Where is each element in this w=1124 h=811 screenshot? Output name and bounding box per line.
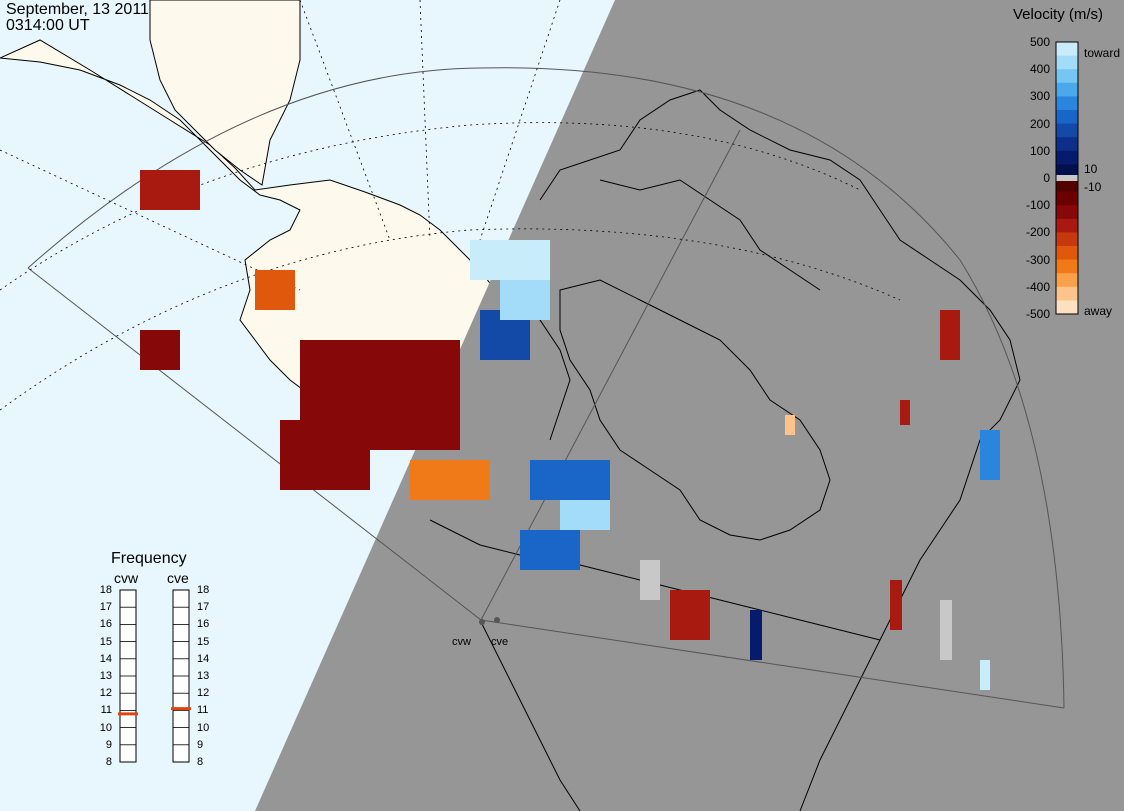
- frequency-tick-right: 17: [197, 601, 210, 614]
- colorbar-tick-label: -300: [1025, 252, 1050, 267]
- date-label: September, 13 2011: [6, 1, 149, 18]
- colorbar-segment: [1056, 137, 1078, 152]
- frequency-tick-left: 16: [99, 618, 112, 631]
- frequency-tick-left: 8: [105, 756, 112, 768]
- colorbar-segment: [1056, 55, 1078, 70]
- frequency-indicator: [118, 589, 191, 763]
- colorbar-segment: [1056, 191, 1078, 206]
- colorbar-tick-label: 400: [1029, 62, 1050, 77]
- frequency-tick-left: 14: [99, 652, 112, 665]
- frequency-tick-right: 12: [197, 687, 210, 700]
- frequency-tick-right: 16: [197, 618, 210, 631]
- frequency-tick-left: 13: [99, 670, 112, 682]
- frequency-tick-left: 17: [99, 601, 112, 614]
- station-label-cvw: cvw: [452, 636, 471, 648]
- colorbar-segment: [1056, 164, 1078, 179]
- station-markers: [479, 617, 500, 625]
- time-label: 0314:00 UT: [6, 17, 90, 34]
- colorbar-tick-label: 500: [1029, 35, 1050, 49]
- colorbar-tick-label: -10: [1084, 180, 1102, 194]
- colorbar-segment: [1056, 110, 1078, 125]
- colorbar-segment: [1056, 150, 1078, 165]
- frequency-radar-cvw: cvw: [114, 570, 139, 586]
- velocity-colorbar: [1055, 41, 1079, 315]
- colorbar-segment: [1056, 259, 1078, 274]
- colorbar-tick-label: 200: [1029, 116, 1050, 131]
- colorbar-segment: [1056, 42, 1078, 57]
- colorbar-frame: [1055, 41, 1079, 315]
- velocity-data-cells: [140, 170, 1000, 690]
- colorbar-segment: [1056, 273, 1078, 288]
- frequency-tick-right: 9: [197, 738, 204, 751]
- frequency-tick-right: 8: [197, 756, 204, 768]
- frequency-tick-right: 10: [197, 721, 210, 734]
- frequency-tick-left: 11: [100, 704, 112, 717]
- colorbar-segment: [1056, 246, 1078, 261]
- colorbar-tick-label: -500: [1025, 307, 1050, 321]
- colorbar-segment: [1056, 123, 1078, 138]
- latitude-longitude-grid: [0, 0, 901, 411]
- frequency-tick-right: 18: [197, 584, 210, 596]
- colorbar-tick-label: -100: [1025, 198, 1050, 213]
- colorbar-tick-label: 10: [1084, 162, 1098, 176]
- colorbar-segment: [1056, 205, 1078, 220]
- colorbar-away-label: away: [1084, 304, 1113, 318]
- frequency-tick-left: 15: [99, 635, 112, 648]
- colorbar-segment: [1056, 178, 1078, 193]
- colorbar-toward-label: toward: [1084, 46, 1121, 60]
- colorbar-segment: [1056, 82, 1078, 97]
- frequency-title: Frequency: [111, 550, 187, 567]
- colorbar-tick-label: -200: [1025, 225, 1050, 240]
- frequency-tick-right: 11: [197, 704, 209, 717]
- frequency-tick-right: 15: [197, 635, 210, 648]
- colorbar-tick-label: 100: [1029, 143, 1050, 158]
- colorbar-segment: [1056, 300, 1078, 315]
- frequency-tick-right: 14: [197, 652, 210, 665]
- colorbar-tick-label: 0: [1043, 171, 1050, 185]
- frequency-tick-left: 9: [105, 738, 112, 751]
- colorbar-segment: [1056, 96, 1078, 111]
- colorbar-segment: [1056, 232, 1078, 247]
- frequency-tick-left: 10: [99, 721, 112, 734]
- colorbar-tick-label: 300: [1029, 89, 1050, 104]
- frequency-tick-right: 13: [197, 670, 210, 682]
- frequency-tick-left: 12: [99, 687, 112, 700]
- frequency-radar-cve: cve: [167, 570, 189, 586]
- colorbar-ground-scatter: [1056, 175, 1078, 181]
- colorbar-segment: [1056, 286, 1078, 301]
- colorbar-tick-label: -400: [1025, 279, 1050, 294]
- frequency-tick-left: 18: [99, 584, 112, 596]
- colorbar-segment: [1056, 218, 1078, 233]
- station-label-cve: cve: [491, 636, 509, 648]
- colorbar-title: Velocity (m/s): [1013, 6, 1104, 23]
- colorbar-segment: [1056, 69, 1078, 84]
